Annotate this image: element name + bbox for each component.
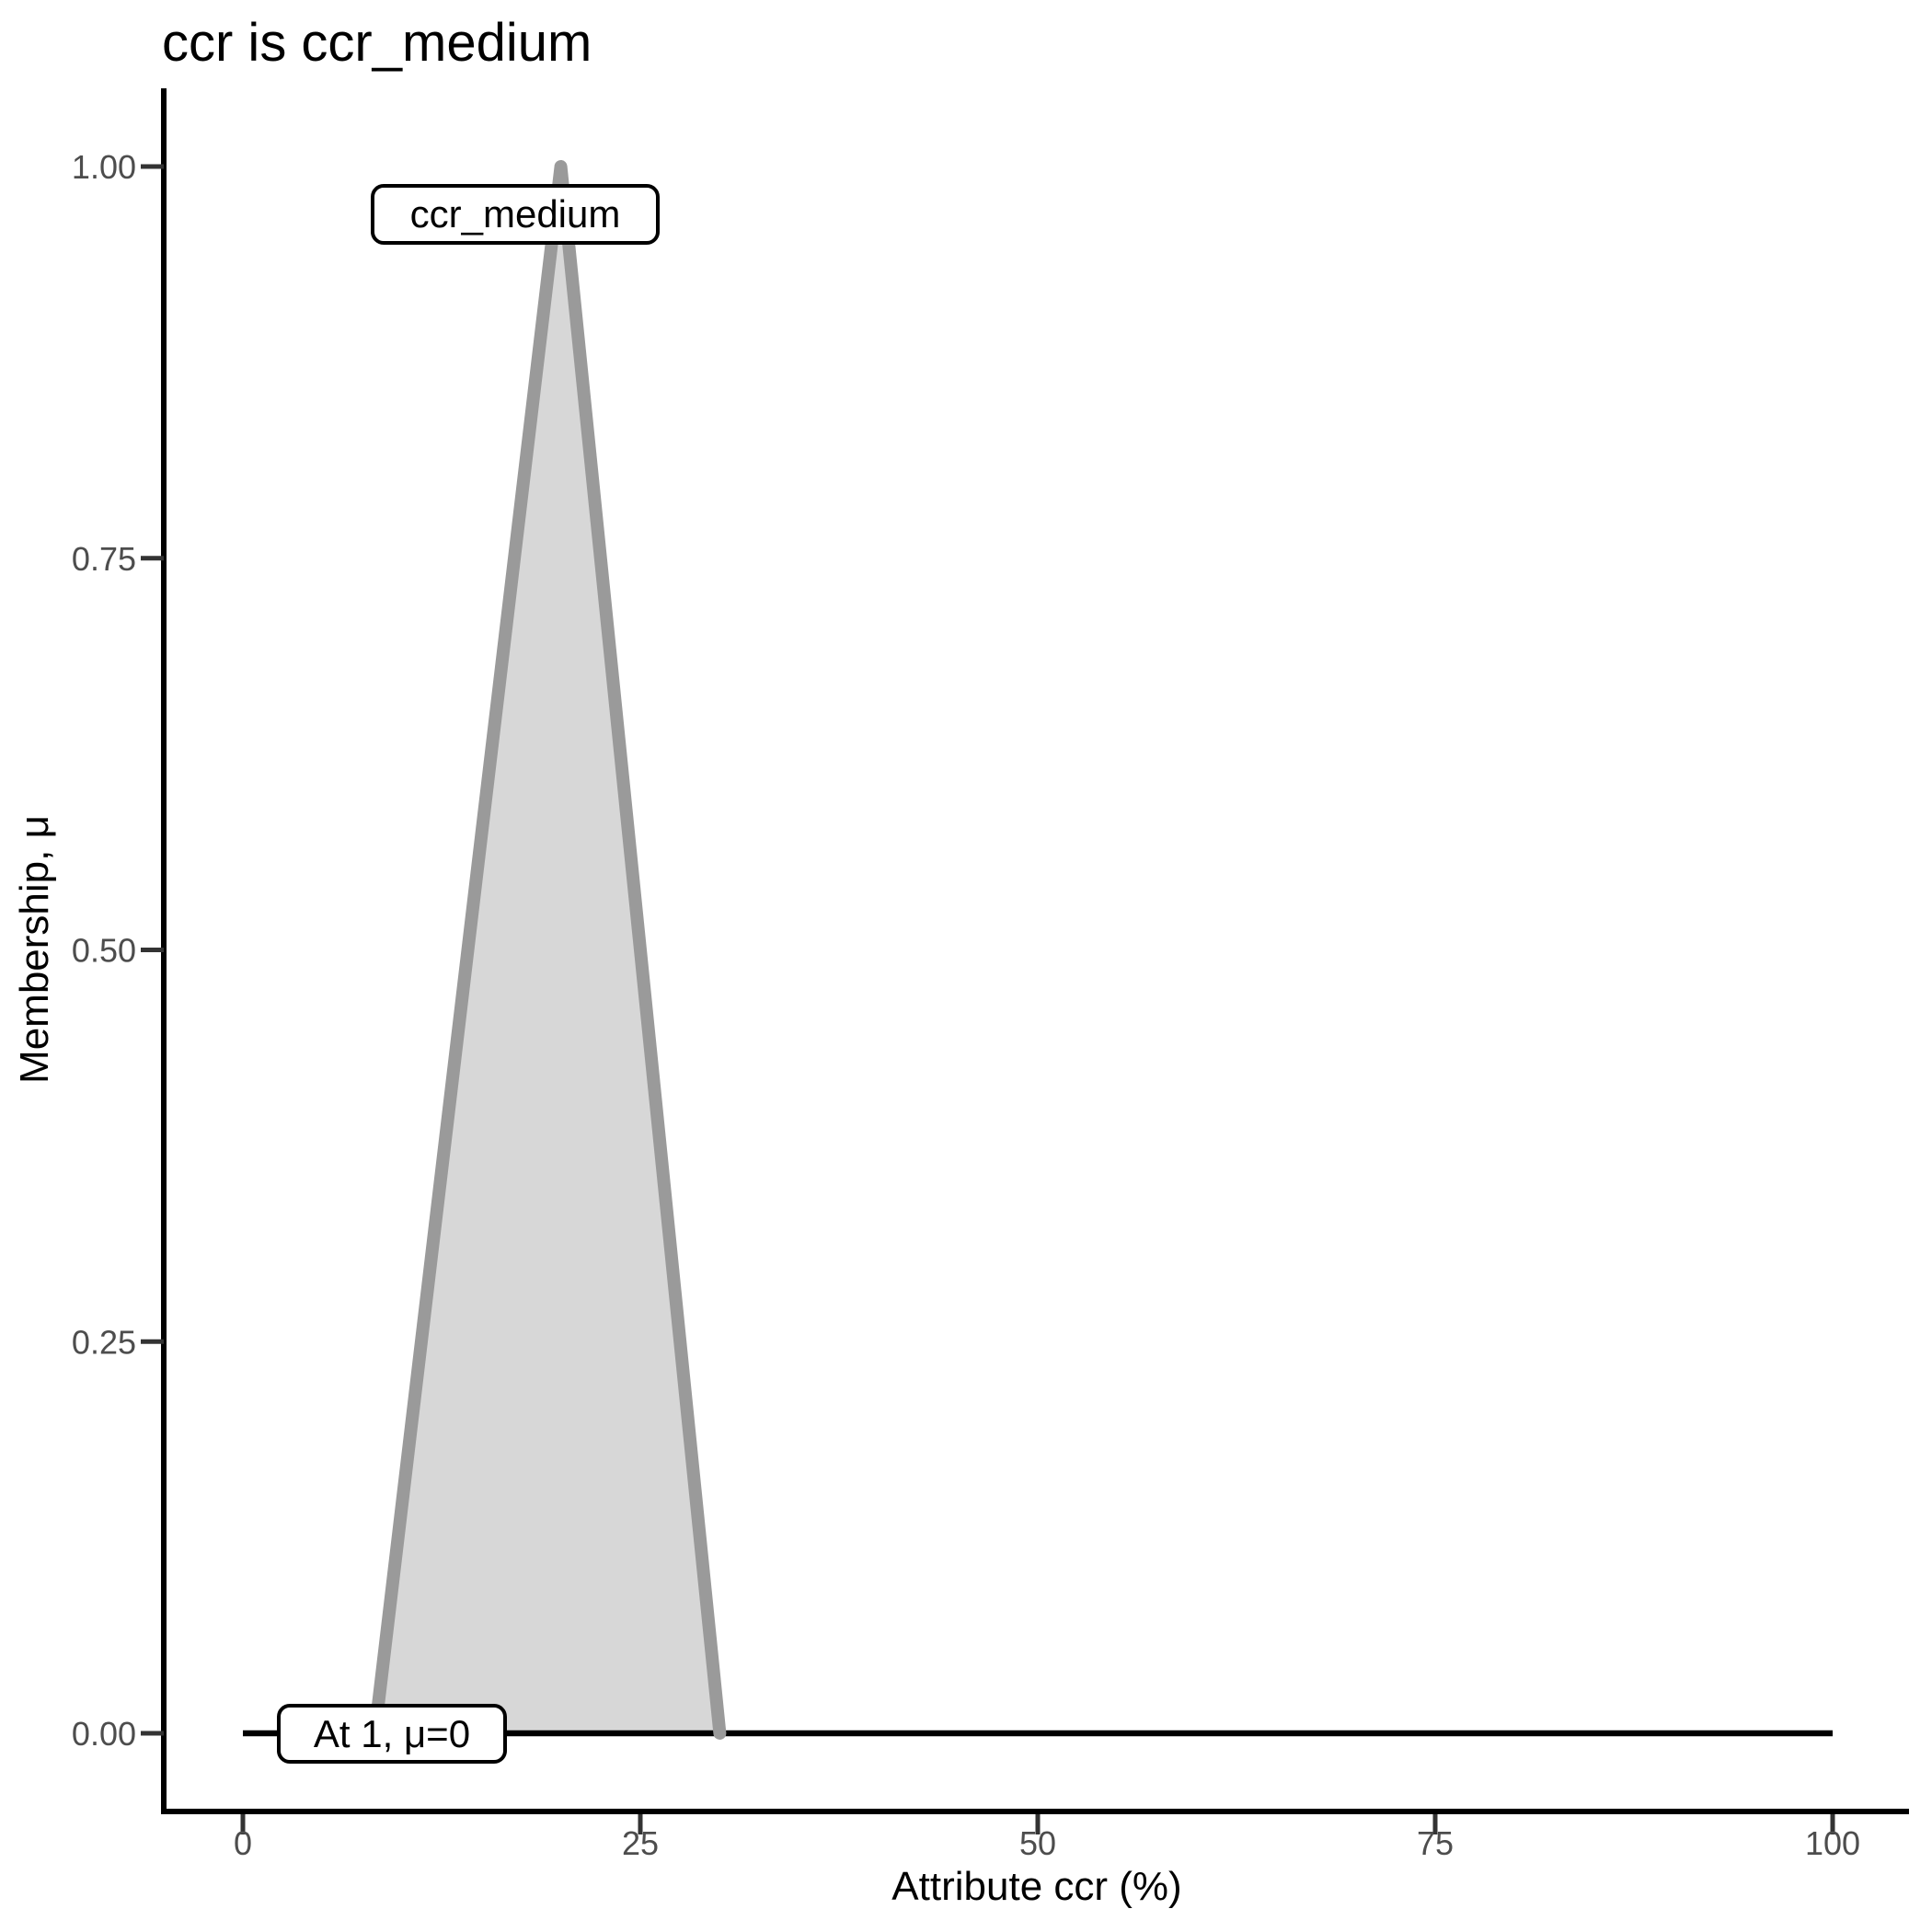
eval-label-box: At 1, μ=0 <box>277 1704 507 1764</box>
set-label-box: ccr_medium <box>371 184 660 245</box>
membership-outline <box>368 160 727 1740</box>
x-axis-title: Attribute ccr (%) <box>891 1864 1182 1909</box>
y-tick-label: 0.75 <box>72 540 136 578</box>
x-tick-label: 75 <box>1417 1824 1454 1862</box>
x-tick-label: 0 <box>234 1824 252 1862</box>
y-axis-title: Membership, μ <box>12 815 57 1084</box>
membership-area-fill <box>374 167 720 1733</box>
set-label-text: ccr_medium <box>409 192 621 236</box>
y-tick-label: 0.00 <box>72 1715 136 1753</box>
eval-label-text: At 1, μ=0 <box>313 1711 471 1755</box>
x-tick-label: 50 <box>1019 1824 1056 1862</box>
x-tick-label: 100 <box>1805 1824 1860 1862</box>
y-tick-label: 0.50 <box>72 932 136 970</box>
x-tick-label: 25 <box>622 1824 659 1862</box>
y-tick-label: 1.00 <box>72 148 136 186</box>
chart-title: ccr is ccr_medium <box>162 13 592 73</box>
y-tick-label: 0.25 <box>72 1323 136 1361</box>
